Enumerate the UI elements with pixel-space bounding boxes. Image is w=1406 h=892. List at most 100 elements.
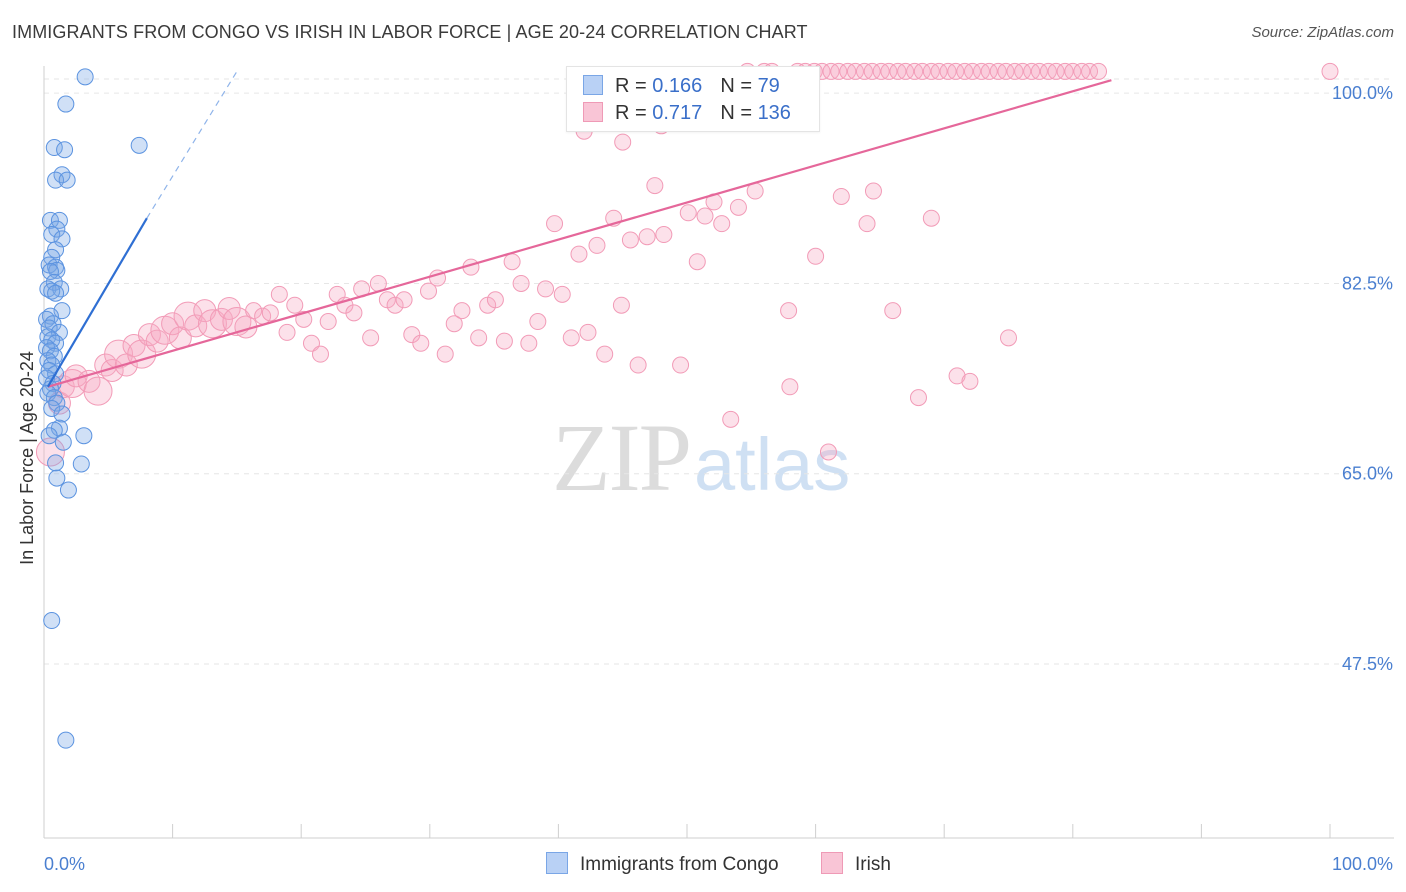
irish-point — [864, 182, 882, 200]
irish-point — [278, 323, 296, 341]
congo-point — [58, 171, 76, 189]
irish-point — [579, 323, 597, 341]
congo-point — [57, 95, 75, 113]
congo-point — [47, 284, 65, 302]
irish-point — [520, 334, 538, 352]
irish-point — [596, 345, 614, 363]
irish-point — [537, 280, 555, 298]
legend-item-congo[interactable]: Immigrants from Congo — [546, 852, 779, 876]
watermark-atlas: atlas — [694, 423, 851, 506]
irish-point — [688, 253, 706, 271]
congo-n-label: N = — [720, 75, 758, 97]
congo-point — [43, 612, 61, 630]
irish-point — [173, 301, 203, 331]
irish-point — [495, 332, 513, 350]
congo-point — [47, 454, 65, 472]
irish-point — [1321, 62, 1339, 80]
irish-point — [646, 177, 664, 195]
irish-point — [780, 302, 798, 320]
irish-n-label: N = — [720, 102, 758, 124]
irish-point — [83, 376, 113, 406]
congo-point — [72, 455, 90, 473]
congo-r-label: R = — [615, 75, 653, 97]
congo-point — [41, 263, 59, 281]
irish-point — [846, 62, 864, 80]
irish-point — [217, 296, 241, 320]
x-tick-label-max: 100.0% — [1332, 854, 1393, 874]
irish-point — [412, 334, 430, 352]
irish-r-label: R = — [615, 102, 653, 124]
irish-point — [832, 187, 850, 205]
congo-trend-extension — [146, 71, 238, 219]
watermark-zip: ZIP — [552, 404, 692, 511]
x-tick-label-min: 0.0% — [44, 854, 85, 874]
congo-point — [45, 139, 63, 157]
congo-point — [48, 394, 66, 412]
irish-point — [781, 378, 799, 396]
irish-point — [588, 236, 606, 254]
irish-trend-line — [47, 79, 1112, 388]
congo-point — [57, 731, 75, 749]
irish-swatch — [583, 102, 603, 122]
congo-point — [41, 211, 59, 229]
irish-point — [655, 226, 673, 244]
congo-r-value: 0.166 — [652, 75, 703, 97]
legend-congo-swatch — [546, 852, 568, 874]
irish-point — [562, 329, 580, 347]
y-axis-title: In Labor Force | Age 20-24 — [17, 351, 37, 565]
irish-point — [1090, 62, 1108, 80]
irish-point — [453, 302, 471, 320]
zipatlas-watermark: ZIPatlas — [552, 402, 850, 513]
legend-congo-label: Immigrants from Congo — [580, 854, 779, 875]
irish-point — [830, 62, 848, 80]
irish-point — [1047, 62, 1065, 80]
irish-point — [819, 443, 837, 461]
irish-point — [679, 204, 697, 222]
congo-point — [130, 136, 148, 154]
irish-point — [963, 62, 981, 80]
y-tick-label: 47.5% — [1342, 654, 1393, 674]
irish-point — [319, 313, 337, 331]
congo-n-value: 79 — [757, 75, 780, 97]
legend-item-irish[interactable]: Irish — [821, 852, 891, 876]
irish-point — [913, 62, 931, 80]
congo-point — [54, 433, 72, 451]
irish-point — [884, 302, 902, 320]
series-legend: Immigrants from Congo Irish — [0, 852, 1406, 878]
congo-swatch — [583, 75, 603, 95]
congo-point — [43, 400, 61, 418]
congo-point — [76, 68, 94, 86]
congo-point — [53, 230, 71, 248]
irish-point — [1081, 62, 1099, 80]
congo-trend-line — [46, 217, 148, 388]
irish-point — [35, 437, 65, 467]
irish-point — [161, 312, 185, 336]
irish-point — [270, 285, 288, 303]
irish-point — [386, 296, 404, 314]
axis-labels: 100.0% 82.5% 65.0% 47.5% 0.0% 100.0% In Labor … — [17, 83, 1393, 874]
axes — [43, 66, 1394, 839]
congo-point — [59, 481, 77, 499]
irish-point — [713, 215, 731, 233]
axis-ticks — [43, 824, 1331, 838]
chart-title: IMMIGRANTS FROM CONGO VS IRISH IN LABOR … — [12, 22, 808, 42]
congo-point — [53, 405, 71, 423]
irish-point — [245, 302, 263, 320]
congo-points — [38, 68, 148, 749]
irish-point — [486, 291, 504, 309]
y-tick-label: 82.5% — [1342, 273, 1393, 293]
irish-point — [980, 62, 998, 80]
irish-point — [961, 372, 979, 390]
irish-point — [104, 339, 134, 369]
irish-point — [503, 253, 521, 271]
congo-point — [48, 220, 66, 238]
irish-point — [512, 274, 530, 292]
irish-point — [1030, 62, 1048, 80]
legend-row-irish: R = 0.717 N = 136 — [583, 102, 791, 126]
irish-point — [302, 334, 320, 352]
irish-point — [858, 215, 876, 233]
irish-point — [930, 62, 948, 80]
y-tick-label: 65.0% — [1342, 464, 1393, 484]
irish-point — [612, 296, 630, 314]
irish-point — [948, 367, 966, 385]
